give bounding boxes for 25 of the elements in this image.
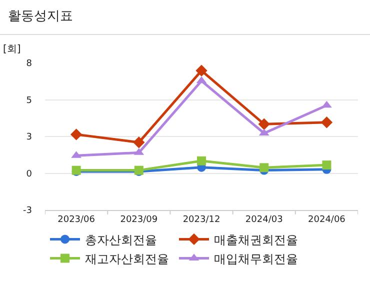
legend-label: 매출채권회전율: [214, 232, 298, 247]
x-tick-label: 2023/06: [58, 214, 96, 225]
legend-label: 총자산회전율: [85, 232, 157, 247]
chart-title: 활동성지표: [0, 0, 370, 35]
legend-label: 매입채무회전율: [214, 252, 298, 266]
x-tick-label: 2023/09: [120, 214, 158, 225]
point: [258, 118, 270, 130]
y-tick-label: 3: [26, 132, 32, 143]
y-tick-label: 0: [26, 169, 32, 180]
x-tick-label: 2023/12: [182, 214, 220, 225]
y-tick-label: 8: [26, 59, 32, 70]
x-tick-label: 2024/03: [245, 214, 283, 225]
point: [196, 64, 208, 76]
point: [197, 156, 206, 166]
point: [322, 160, 332, 170]
point: [70, 128, 82, 140]
point: [322, 100, 332, 108]
point: [320, 116, 333, 128]
point: [260, 163, 269, 172]
y-tick-label: 5: [26, 96, 32, 106]
y-tick-label: -3: [23, 206, 32, 216]
legend-label: 재고자산회전율: [85, 252, 169, 266]
x-tick-label: 2024/06: [308, 214, 346, 225]
point: [133, 136, 145, 148]
y-axis-title: [회]: [3, 44, 21, 55]
